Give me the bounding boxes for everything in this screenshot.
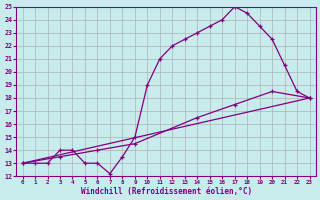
X-axis label: Windchill (Refroidissement éolien,°C): Windchill (Refroidissement éolien,°C)	[81, 187, 252, 196]
